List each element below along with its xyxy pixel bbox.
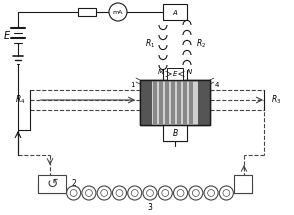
Circle shape [204, 186, 218, 200]
Text: ↺: ↺ [46, 177, 58, 191]
Circle shape [67, 186, 81, 200]
Circle shape [101, 190, 108, 197]
Bar [140, 80, 152, 125]
Circle shape [143, 186, 157, 200]
Circle shape [162, 190, 169, 197]
Circle shape [223, 190, 230, 197]
Circle shape [86, 190, 92, 197]
Circle shape [97, 186, 111, 200]
Bar [38, 175, 66, 193]
Circle shape [112, 186, 126, 200]
Text: N: N [186, 69, 192, 75]
Text: 1: 1 [131, 82, 135, 88]
Bar [163, 4, 187, 20]
Bar [234, 175, 252, 193]
Circle shape [208, 190, 215, 197]
Bar [78, 8, 96, 16]
Circle shape [109, 3, 127, 21]
Circle shape [128, 186, 142, 200]
Text: $R_4$: $R_4$ [15, 94, 25, 106]
Circle shape [177, 190, 184, 197]
Bar [183, 81, 187, 124]
Text: E: E [4, 31, 10, 41]
Text: 3: 3 [148, 203, 152, 212]
Circle shape [192, 190, 199, 197]
Circle shape [173, 186, 188, 200]
Text: $R_3$: $R_3$ [271, 94, 281, 106]
Bar [189, 81, 193, 124]
Bar [165, 81, 169, 124]
Bar [140, 80, 210, 125]
Text: E: E [173, 71, 177, 77]
Text: B: B [172, 129, 178, 138]
Circle shape [82, 186, 96, 200]
Bar [163, 125, 187, 141]
Text: mA: mA [113, 10, 123, 15]
Circle shape [219, 186, 233, 200]
Bar [171, 81, 175, 124]
Bar [159, 81, 163, 124]
Bar [177, 81, 181, 124]
Circle shape [158, 186, 172, 200]
Circle shape [116, 190, 123, 197]
Bar [140, 80, 210, 125]
Circle shape [189, 186, 203, 200]
Text: A: A [173, 10, 177, 16]
Circle shape [131, 190, 138, 197]
Bar [167, 68, 183, 80]
Text: M: M [158, 69, 164, 75]
Text: 2: 2 [71, 180, 76, 189]
Circle shape [70, 190, 77, 197]
Text: $R_1$: $R_1$ [145, 38, 155, 50]
Text: $R_2$: $R_2$ [196, 38, 206, 50]
Bar [198, 80, 210, 125]
Bar [153, 81, 157, 124]
Text: 4: 4 [215, 82, 219, 88]
Circle shape [147, 190, 153, 197]
